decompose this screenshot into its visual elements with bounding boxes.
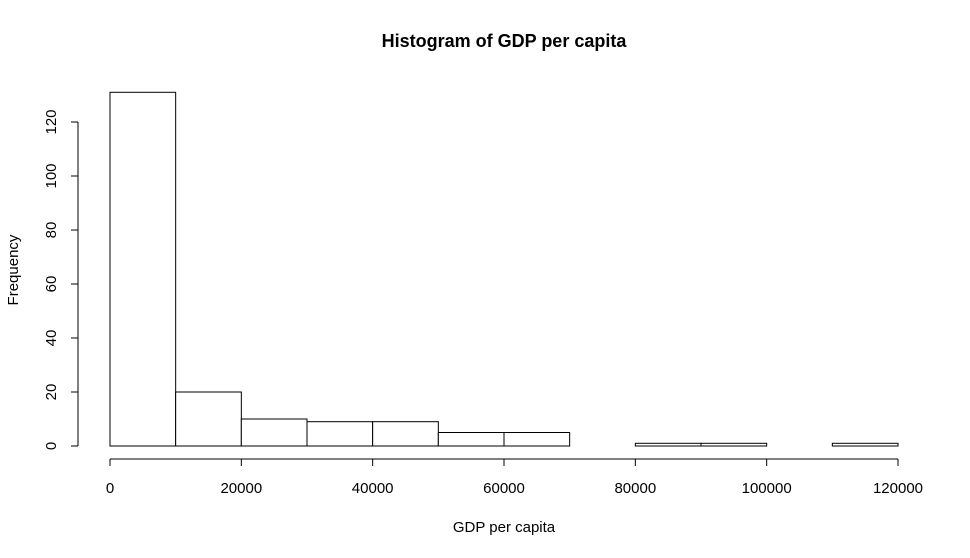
y-tick-label: 100 <box>43 163 60 188</box>
x-tick-label: 80000 <box>614 480 656 497</box>
bar <box>634 442 702 447</box>
x-tick-label: 0 <box>106 480 114 497</box>
y-tick-label: 0 <box>43 442 60 450</box>
y-tick-label: 120 <box>43 109 60 134</box>
bar <box>372 421 439 447</box>
x-tick-label: 40000 <box>352 480 394 497</box>
chart-title: Histogram of GDP per capita <box>382 31 628 51</box>
x-tick-label: 60000 <box>483 480 525 497</box>
y-tick-label: 80 <box>43 222 60 239</box>
bar <box>109 91 177 447</box>
bar <box>503 432 571 447</box>
bar <box>700 442 768 447</box>
y-tick-label: 60 <box>43 276 60 293</box>
y-tick-label: 20 <box>43 384 60 401</box>
bar <box>306 421 374 447</box>
bar <box>175 391 242 447</box>
bar <box>240 418 308 447</box>
y-axis-label: Frequency <box>5 234 22 305</box>
bar <box>437 432 505 447</box>
y-tick-label: 40 <box>43 330 60 347</box>
x-tick-label: 100000 <box>742 480 792 497</box>
x-axis-label: GDP per capita <box>453 519 556 536</box>
x-tick-label: 120000 <box>873 480 923 497</box>
x-tick-label: 20000 <box>220 480 262 497</box>
bar <box>831 442 899 447</box>
